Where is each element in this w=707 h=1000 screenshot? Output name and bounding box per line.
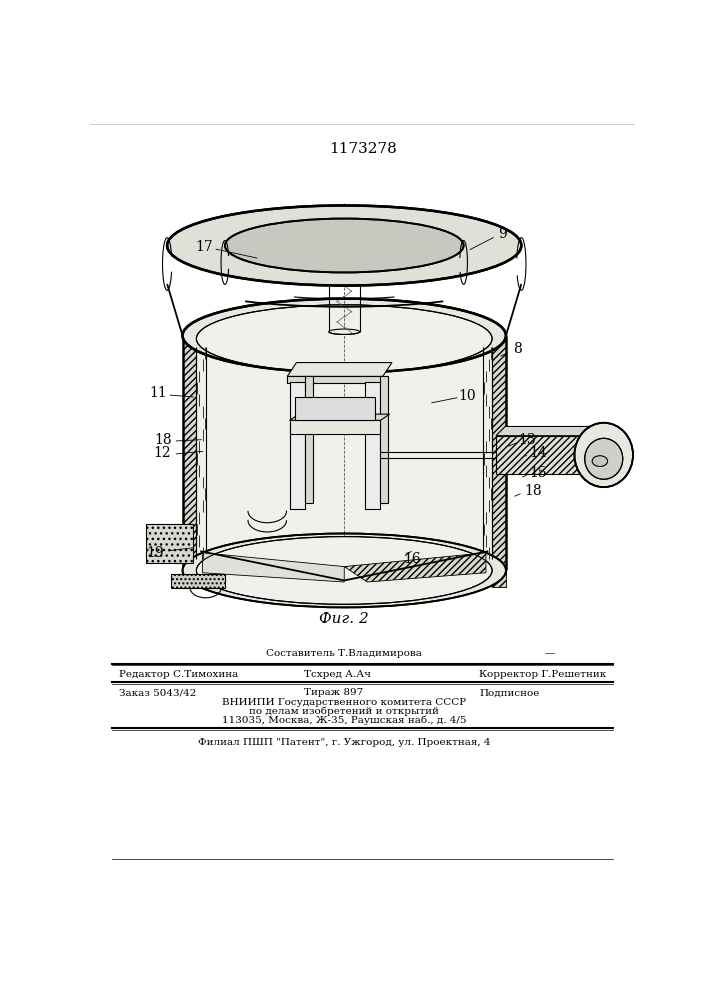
- Text: 19: 19: [147, 546, 165, 560]
- Polygon shape: [295, 397, 375, 420]
- Text: 9: 9: [498, 227, 506, 241]
- Ellipse shape: [329, 267, 360, 273]
- Polygon shape: [580, 426, 590, 474]
- Ellipse shape: [225, 219, 464, 272]
- Text: Редактор С.Тимохина: Редактор С.Тимохина: [119, 670, 239, 679]
- Polygon shape: [146, 524, 192, 563]
- Text: по делам изобретений и открытий: по делам изобретений и открытий: [250, 707, 439, 716]
- Ellipse shape: [182, 299, 506, 373]
- Text: Тсхред А.Ач: Тсхред А.Ач: [304, 670, 371, 679]
- Text: Фиг. 2: Фиг. 2: [320, 612, 369, 626]
- Polygon shape: [492, 570, 506, 587]
- Text: Составитель Т.Владимирова: Составитель Т.Владимирова: [267, 649, 422, 658]
- Text: Подписное: Подписное: [479, 688, 539, 697]
- Ellipse shape: [575, 423, 633, 487]
- Polygon shape: [287, 376, 382, 383]
- Text: Корректор Г.Решетник: Корректор Г.Решетник: [479, 670, 606, 679]
- Text: Филиал ПШП "Патент", г. Ужгород, ул. Проектная, 4: Филиал ПШП "Патент", г. Ужгород, ул. Про…: [198, 738, 491, 747]
- Text: 15: 15: [530, 466, 547, 480]
- Polygon shape: [365, 382, 380, 509]
- Polygon shape: [496, 426, 590, 436]
- Text: Заказ 5043/42: Заказ 5043/42: [119, 688, 197, 697]
- Ellipse shape: [585, 438, 623, 479]
- Ellipse shape: [182, 533, 506, 607]
- Polygon shape: [283, 570, 344, 595]
- Text: 10: 10: [459, 389, 477, 403]
- Polygon shape: [290, 414, 390, 420]
- Polygon shape: [496, 436, 580, 474]
- Polygon shape: [290, 382, 305, 509]
- Text: 12: 12: [153, 446, 170, 460]
- Text: 11: 11: [149, 386, 167, 400]
- Polygon shape: [344, 553, 486, 582]
- Ellipse shape: [197, 305, 492, 373]
- Text: ВНИИПИ Государственного комитета СССР: ВНИИПИ Государственного комитета СССР: [222, 698, 467, 707]
- Text: 113035, Москва, Ж-35, Раушская наб., д. 4/5: 113035, Москва, Ж-35, Раушская наб., д. …: [222, 715, 467, 725]
- Polygon shape: [182, 570, 197, 587]
- Text: —: —: [544, 649, 555, 658]
- Polygon shape: [344, 564, 489, 599]
- Text: 18: 18: [524, 484, 542, 498]
- Polygon shape: [182, 339, 197, 570]
- Polygon shape: [380, 376, 388, 503]
- Polygon shape: [287, 363, 392, 376]
- Polygon shape: [290, 420, 380, 434]
- Text: 14: 14: [530, 446, 547, 460]
- Ellipse shape: [592, 456, 607, 466]
- Ellipse shape: [197, 537, 492, 604]
- Polygon shape: [203, 553, 344, 582]
- Polygon shape: [197, 336, 492, 570]
- Polygon shape: [171, 574, 225, 588]
- Text: 16: 16: [403, 552, 421, 566]
- Text: 1173278: 1173278: [329, 142, 397, 156]
- Text: 18: 18: [155, 433, 172, 447]
- Text: Тираж 897: Тираж 897: [304, 688, 363, 697]
- Polygon shape: [305, 376, 312, 503]
- Ellipse shape: [167, 205, 521, 286]
- Text: 17: 17: [195, 240, 213, 254]
- Ellipse shape: [329, 329, 360, 334]
- Text: 8: 8: [513, 342, 522, 356]
- Text: 13: 13: [519, 433, 537, 447]
- Polygon shape: [492, 339, 506, 570]
